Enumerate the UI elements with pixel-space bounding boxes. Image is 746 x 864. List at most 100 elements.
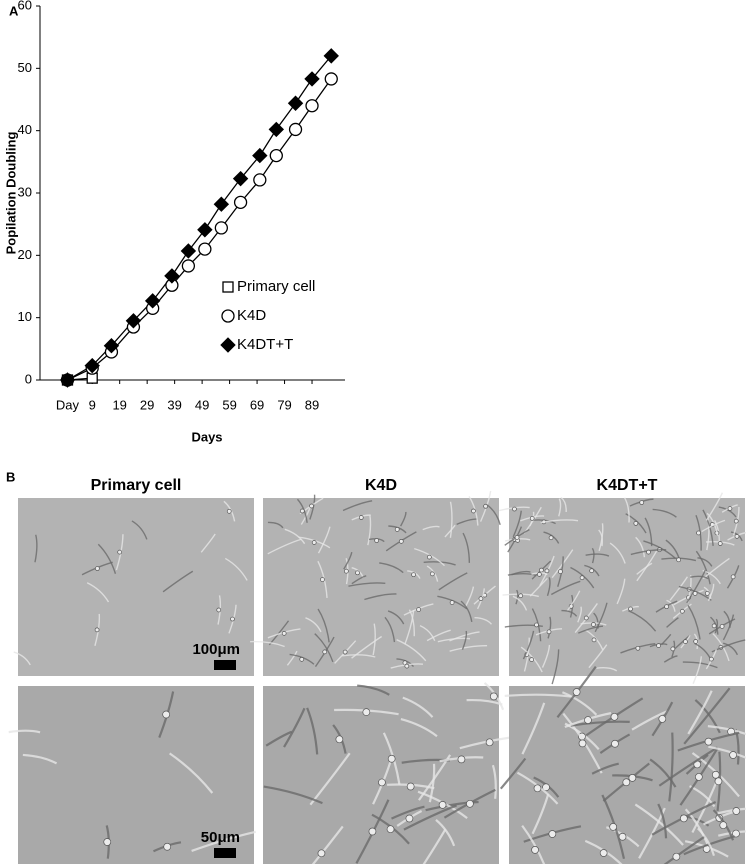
cell-body (548, 535, 554, 541)
cell (540, 519, 579, 524)
cell (596, 667, 618, 672)
cell-body (622, 778, 631, 787)
micrograph-background (263, 686, 499, 864)
cell-body (438, 801, 447, 809)
cell (687, 690, 713, 735)
marker (164, 268, 180, 284)
marker (181, 259, 196, 273)
cell-body (281, 631, 287, 636)
cell-body (611, 739, 619, 748)
cell (585, 553, 610, 557)
marker (253, 173, 267, 187)
y-tick-label: 10 (18, 309, 32, 324)
cell (690, 575, 709, 580)
marker (305, 99, 319, 113)
cell (686, 569, 706, 604)
cell (283, 707, 306, 748)
y-tick-label: 0 (25, 371, 32, 386)
marker (288, 122, 303, 137)
cell (169, 752, 214, 794)
cell (504, 624, 543, 628)
line-chart: A Popilation Doubling Days 0 10 20 30 40 50 60… (3, 0, 345, 444)
cell-body (95, 566, 100, 571)
cell (306, 707, 319, 755)
cell-body (610, 712, 619, 721)
cell (367, 515, 372, 546)
cell (351, 575, 367, 585)
cell (588, 644, 608, 669)
y-tick-label: 20 (18, 247, 32, 262)
cell (594, 602, 608, 633)
cell (422, 525, 440, 531)
cell-body (584, 716, 592, 724)
cell-body (311, 540, 317, 545)
cell-body (729, 751, 737, 759)
cell-body (398, 538, 404, 544)
cell-body (322, 649, 328, 655)
cell-body (680, 814, 688, 823)
cell (652, 508, 677, 518)
legend-label: Primary cell (237, 278, 315, 295)
cell (460, 600, 473, 622)
cell (464, 586, 475, 608)
marker (304, 71, 320, 87)
cell (578, 625, 604, 634)
x-tick-label: 19 (112, 397, 126, 412)
cell (697, 557, 713, 567)
cell-body (533, 784, 542, 793)
marker (59, 372, 76, 388)
cell (558, 498, 562, 517)
cell-body (676, 557, 681, 563)
cell (512, 510, 522, 538)
cell (162, 570, 194, 593)
scale-bar (214, 848, 236, 858)
cell (357, 684, 390, 696)
cell (449, 645, 488, 652)
cell-body (449, 600, 455, 605)
y-axis-label: Popilation Doubling (3, 132, 18, 255)
cell (461, 630, 468, 650)
cell (263, 785, 323, 805)
y-tick-label: 30 (18, 184, 32, 199)
cell (384, 616, 396, 643)
cell (616, 578, 626, 605)
cell (372, 623, 376, 656)
cell (683, 687, 731, 745)
cell (402, 696, 434, 718)
cell (342, 500, 373, 512)
cell-body (717, 541, 723, 546)
cell (387, 610, 405, 625)
x-tick-label: 39 (167, 397, 181, 412)
cell-body (344, 568, 349, 574)
cell-body (457, 755, 466, 764)
cell (8, 729, 41, 734)
cell-body (489, 692, 498, 701)
cell-body (693, 639, 699, 644)
cell (561, 609, 578, 617)
cell (666, 599, 676, 612)
cell (474, 617, 493, 625)
cell-body (730, 574, 736, 580)
cell-body (578, 739, 587, 748)
x-tick-label: Day (56, 397, 80, 412)
micrograph (499, 492, 746, 685)
cell-body (117, 549, 123, 555)
cell-body (335, 735, 344, 744)
y-tick-label: 60 (18, 0, 32, 12)
cell-body (429, 571, 435, 577)
cell-body (485, 738, 494, 747)
cell-body (694, 773, 703, 781)
cell (644, 517, 653, 547)
cell (697, 827, 716, 857)
cell (400, 718, 438, 738)
y-tick-label: 50 (18, 60, 32, 75)
cell (634, 803, 684, 846)
cell-body (711, 623, 717, 629)
cell (529, 577, 548, 597)
cell (97, 543, 117, 574)
cell-body (734, 534, 740, 539)
cell-body (664, 604, 669, 610)
cell (419, 624, 436, 642)
cell (131, 520, 148, 540)
